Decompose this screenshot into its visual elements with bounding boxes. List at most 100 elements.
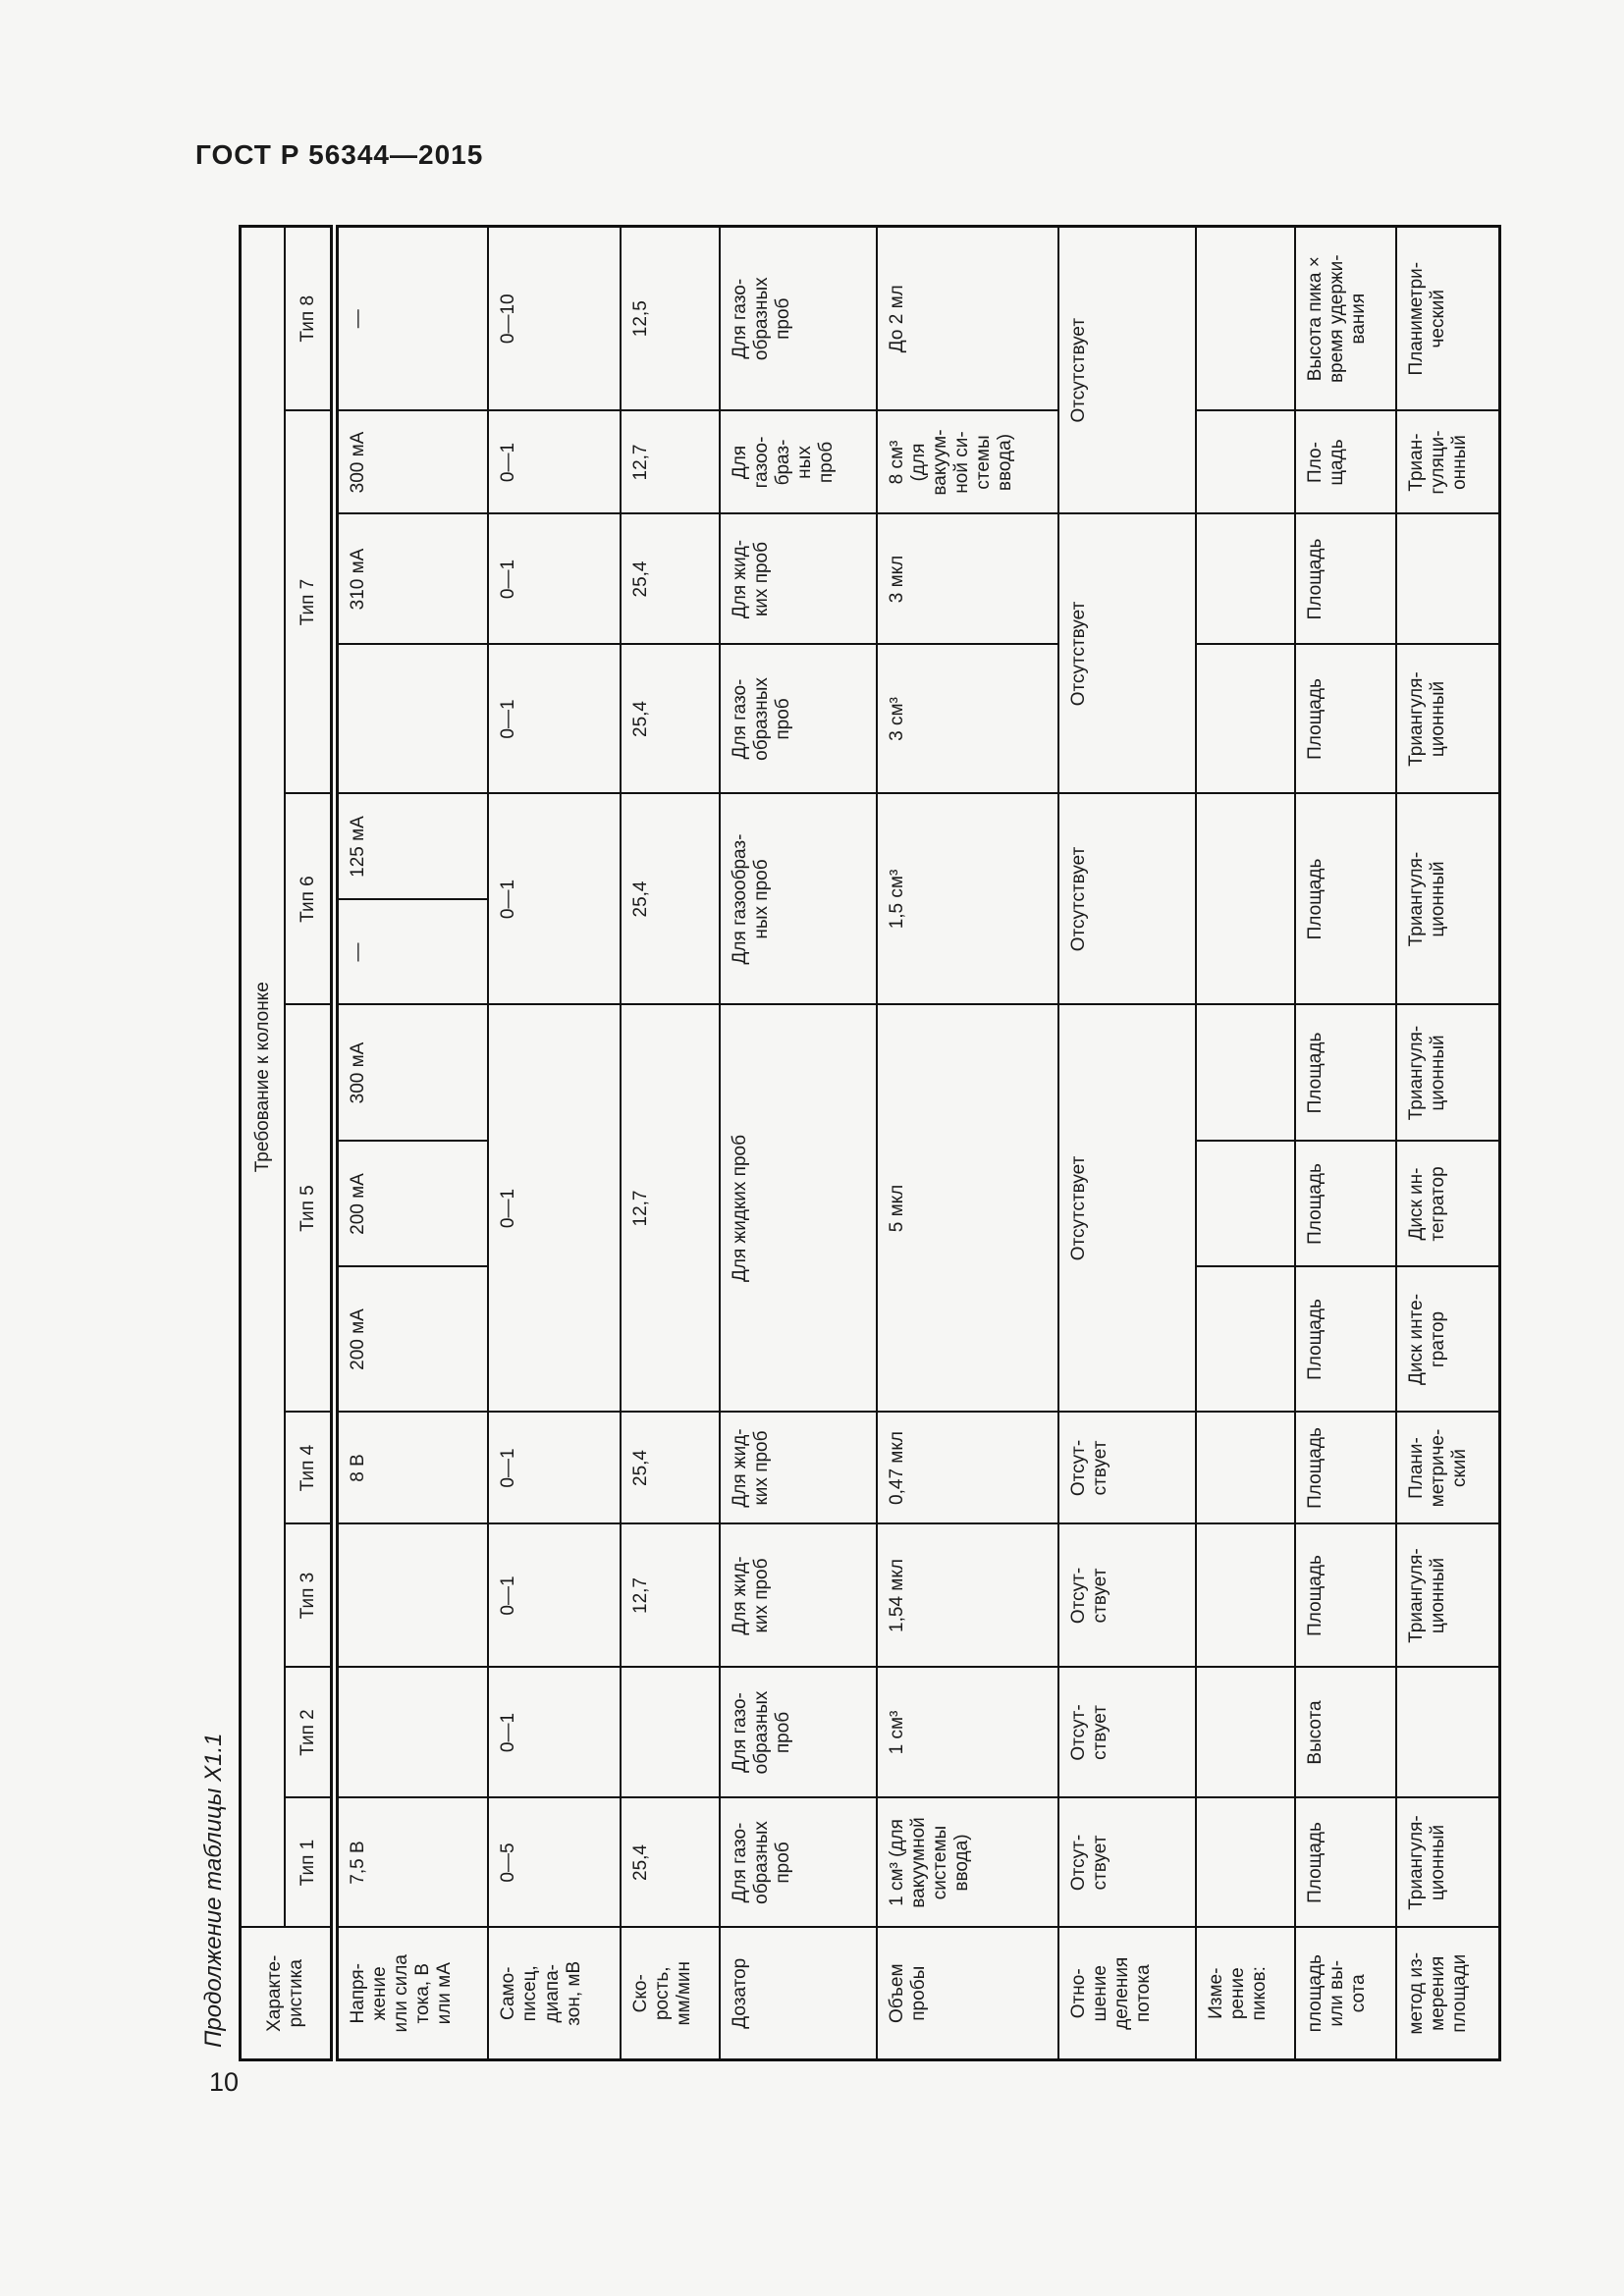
table-cell: Отсут- ствует [1058, 1523, 1196, 1668]
table-cell: Площадь [1294, 1412, 1397, 1524]
table-cell: 1 см³ [877, 1667, 1059, 1798]
row-peak-measurement: Изме- рение пиков: [1195, 226, 1295, 2060]
document-title: ГОСТ Р 56344—2015 [195, 139, 484, 170]
table-cell: 300 мА [334, 410, 489, 514]
table-cell: 1,54 мкл [877, 1523, 1059, 1668]
table-cell: — [334, 899, 489, 1005]
table-cell: Для газо- образных проб [720, 226, 878, 411]
table-cell: Отсутствует [1058, 513, 1196, 794]
row-voltage: Напря- жение или сила тока, В или мА 7,5… [334, 226, 489, 2060]
table-cell: Отсут- ствует [1058, 1412, 1196, 1524]
table-cell: 25,4 [621, 644, 721, 794]
row-area-or-height: площадь или вы- сота Площадь Высота Площ… [1294, 226, 1397, 2060]
table-cell [1195, 1412, 1295, 1524]
corner-header: Характе- ристика [240, 1927, 335, 2060]
table-cell: 300 мА [334, 1004, 489, 1142]
table-cell [1195, 644, 1295, 794]
row-label: Ско- рость, мм/мин [621, 1927, 721, 2060]
characteristics-table: Характе- ристика Требование к колонке Ти… [239, 224, 1501, 2061]
table-cell: Площадь [1294, 793, 1397, 1005]
table-cell: Отсутствует [1058, 1004, 1196, 1413]
table-cell: 12,7 [621, 410, 721, 514]
table-cell: 1,5 см³ [877, 793, 1059, 1005]
table-cell: Площадь [1294, 1141, 1397, 1267]
row-label: Отно- шение деления потока [1058, 1927, 1196, 2060]
row-doser: Дозатор Для газо- образных проб Для газо… [720, 226, 878, 2060]
table-cell: Площадь [1294, 1797, 1397, 1928]
table-cell: 0,47 мкл [877, 1412, 1059, 1524]
table-cell: 310 мА [334, 513, 489, 645]
table-cell: Для жид- ких проб [720, 1412, 878, 1524]
table-cell: Триан- гуляци- онный [1396, 410, 1500, 514]
table-cell: 125 мА [334, 793, 489, 900]
table-cell: 25,4 [621, 1797, 721, 1928]
table-cell: 8 В [334, 1412, 489, 1524]
table-cell: Отсут- ствует [1058, 1797, 1196, 1928]
table-cell [1396, 1667, 1500, 1798]
table-cell: Триангуля- ционный [1396, 1004, 1500, 1142]
table-cell [334, 1523, 489, 1668]
table-cell: Триангуля- ционный [1396, 1797, 1500, 1928]
table-cell: Плани- метриче- ский [1396, 1412, 1500, 1524]
table-cell: Триангуля- ционный [1396, 1523, 1500, 1668]
row-label: Изме- рение пиков: [1195, 1927, 1295, 2060]
table-cell [1396, 513, 1500, 645]
table-cell [1195, 1004, 1295, 1142]
row-split-ratio: Отно- шение деления потока Отсут- ствует… [1058, 226, 1196, 2060]
table-cell: Диск ин- тегратор [1396, 1141, 1500, 1267]
table-cell: 1 см³ (для вакуумной системы ввода) [877, 1797, 1059, 1928]
type-header-4: Тип 4 [285, 1412, 335, 1524]
table-cell: Пло- щадь [1294, 410, 1397, 514]
table-cell: 0—10 [488, 226, 621, 411]
type-header-1: Тип 1 [285, 1797, 335, 1928]
table-cell: Площадь [1294, 644, 1397, 794]
table-cell: 0—5 [488, 1797, 621, 1928]
table-cell: Высота [1294, 1667, 1397, 1798]
page-number: 10 [209, 2067, 240, 2097]
table-cell [1195, 1141, 1295, 1267]
row-speed: Ско- рость, мм/мин 25,4 12,7 25,4 12,7 2… [621, 226, 721, 2060]
row-recorder: Само- писец, диапа- зон, мВ 0—5 0—1 0—1 … [488, 226, 621, 2060]
table-cell: Триангуля- ционный [1396, 644, 1500, 794]
table-cell: Диск инте- гратор [1396, 1266, 1500, 1413]
table-cell: Площадь [1294, 1004, 1397, 1142]
table-cell: 0—1 [488, 1523, 621, 1668]
rotated-table-container: Характе- ристика Требование к колонке Ти… [239, 224, 1507, 2061]
row-label: Дозатор [720, 1927, 878, 2060]
table-cell [1195, 1523, 1295, 1668]
table-cell: 0—1 [488, 644, 621, 794]
table-cell: Отсут- ствует [1058, 1667, 1196, 1798]
row-label: площадь или вы- сота [1294, 1927, 1397, 2060]
row-label: Напря- жение или сила тока, В или мА [334, 1927, 489, 2060]
table-cell: Для газо- образных проб [720, 1667, 878, 1798]
table-cell: 12,5 [621, 226, 721, 411]
type-header-3: Тип 3 [285, 1523, 335, 1668]
requirement-header: Требование к колонке [240, 226, 286, 1928]
table-cell [334, 1667, 489, 1798]
table-cell [1195, 1667, 1295, 1798]
table-cell: Для жид- ких проб [720, 513, 878, 645]
table-cell: 3 мкл [877, 513, 1059, 645]
table-cell: Отсутствует [1058, 226, 1196, 514]
row-label: Само- писец, диапа- зон, мВ [488, 1927, 621, 2060]
table-cell: 8 см³ (для вакуум- ной си- стемы ввода) [877, 410, 1059, 514]
table-cell: Площадь [1294, 513, 1397, 645]
table-cell [1195, 1266, 1295, 1413]
table-cell: 12,7 [621, 1523, 721, 1668]
table-cell: Отсутствует [1058, 793, 1196, 1005]
table-cell: Триангуля- ционный [1396, 793, 1500, 1005]
table-cell [1195, 226, 1295, 411]
table-cell: 12,7 [621, 1004, 721, 1413]
table-cell: 7,5 В [334, 1797, 489, 1928]
row-sample-volume: Объем пробы 1 см³ (для вакуумной системы… [877, 226, 1059, 2060]
table-cell [1195, 513, 1295, 645]
table-cell: 0—1 [488, 1412, 621, 1524]
table-cell: — [334, 226, 489, 411]
table-cell [334, 644, 489, 794]
table-cell: Для газо- образных проб [720, 1797, 878, 1928]
table-cell: 200 мА [334, 1141, 489, 1267]
type-header-5: Тип 5 [285, 1004, 335, 1413]
table-cell: 3 см³ [877, 644, 1059, 794]
table-cell: Для газо- образных проб [720, 644, 878, 794]
table-cell [1195, 793, 1295, 1005]
